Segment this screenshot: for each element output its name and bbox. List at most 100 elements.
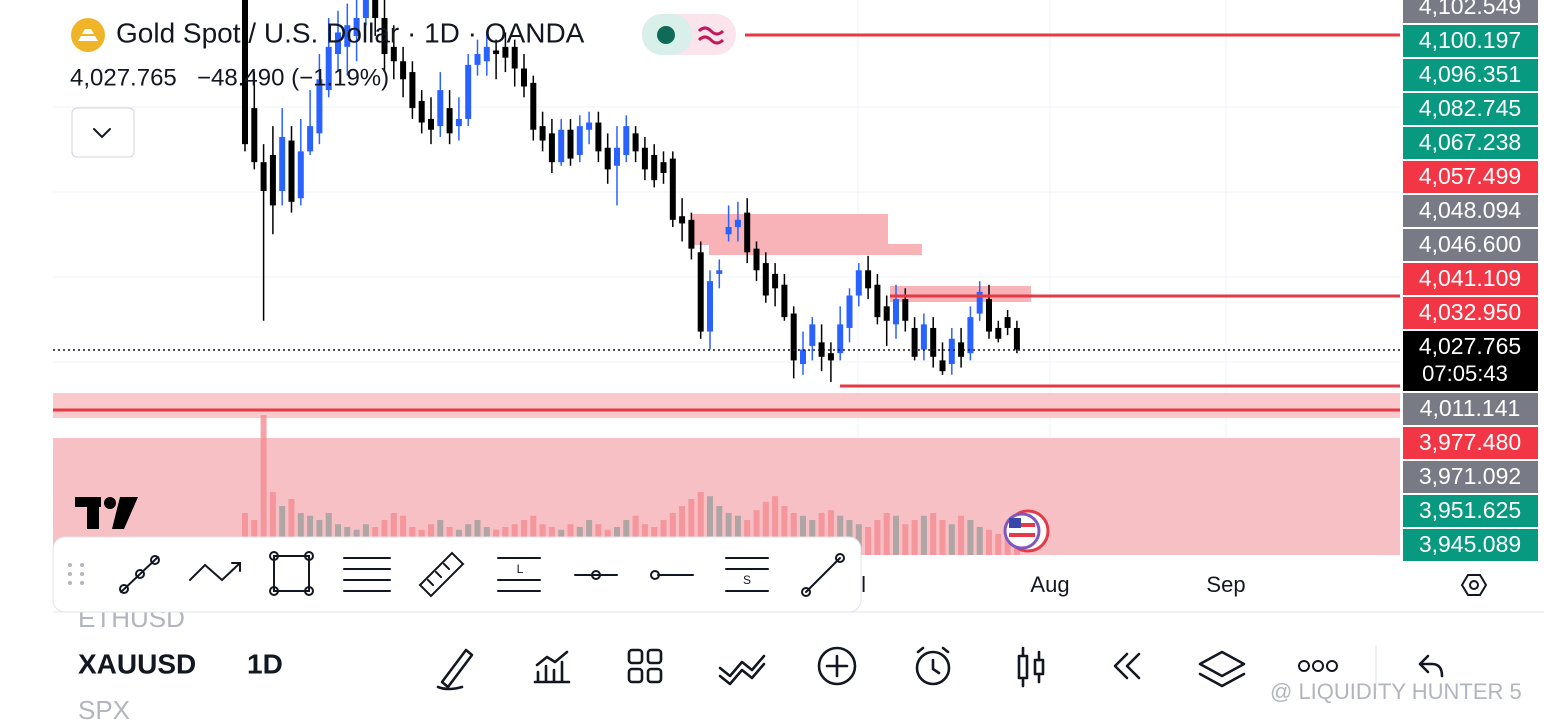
zone — [890, 286, 1031, 302]
candle-body — [567, 129, 574, 159]
volume-bar — [530, 515, 537, 555]
price-tag — [1403, 25, 1538, 57]
volume-bar — [986, 529, 992, 555]
tool-ruler[interactable] — [418, 551, 465, 598]
logo — [75, 497, 138, 529]
compare-button[interactable] — [718, 654, 766, 686]
candle-body — [707, 281, 713, 332]
tool-path[interactable] — [189, 562, 241, 582]
time-axis: JulAugSep — [838, 572, 1246, 597]
price-tag-label: 3,977.480 — [1419, 429, 1521, 455]
volume-bar — [242, 513, 248, 555]
price-tag-label: 4,067.238 — [1419, 129, 1521, 155]
candle-body — [465, 64, 472, 119]
candle-body — [632, 133, 639, 152]
candle-body — [1013, 327, 1020, 350]
volume-bar — [883, 513, 890, 555]
more-button[interactable] — [1298, 660, 1338, 672]
time-label: Sep — [1206, 572, 1245, 597]
candle-body — [818, 342, 825, 357]
price-tag-label: 4,041.109 — [1419, 265, 1521, 291]
price-tag-label: 4,046.600 — [1419, 231, 1521, 257]
candle-body — [344, 25, 351, 47]
tool-ray[interactable] — [650, 570, 694, 580]
volume-bar — [260, 415, 267, 555]
candle-body — [418, 100, 425, 123]
volume-bar — [307, 515, 314, 555]
candle-body — [967, 317, 974, 354]
candle-body — [381, 18, 388, 55]
tool-short[interactable]: S — [725, 557, 769, 592]
objects-button[interactable] — [1198, 650, 1246, 688]
symbol-current[interactable]: XAUUSD — [78, 648, 196, 679]
candle-body — [307, 126, 314, 152]
header: Gold Spot / U.S. Dollar · 1D · OANDA 4,0… — [70, 14, 736, 158]
volume-bar — [716, 506, 723, 555]
price-tag — [1403, 331, 1538, 391]
candle-body — [948, 338, 955, 364]
candle-body — [939, 360, 946, 372]
add-button[interactable] — [817, 646, 857, 686]
candle-body — [335, 32, 341, 55]
tool-fib[interactable] — [343, 557, 391, 592]
volume-bar — [902, 524, 909, 555]
draw-button[interactable] — [436, 648, 474, 691]
candle-body — [641, 147, 648, 170]
svg-text:S: S — [743, 573, 751, 587]
price-tag — [1403, 161, 1538, 193]
alert-button[interactable] — [915, 646, 951, 686]
tool-line[interactable] — [801, 553, 845, 597]
candle-body — [269, 154, 276, 206]
replay-button[interactable] — [1113, 652, 1141, 680]
indicators-button[interactable] — [533, 650, 571, 684]
collapse-button[interactable] — [71, 107, 135, 158]
volume-bar — [762, 501, 769, 555]
zone — [709, 244, 922, 255]
tool-long[interactable]: L — [497, 557, 541, 592]
volume-bar — [958, 515, 965, 555]
volume-bar — [288, 499, 295, 555]
candle-body — [837, 324, 844, 354]
layout-button[interactable] — [627, 648, 663, 684]
candle-body — [446, 108, 453, 134]
watermark: @ LIQUIDITY HUNTER 5 — [1270, 679, 1522, 704]
candle-body — [530, 82, 537, 130]
candle-body — [316, 79, 323, 134]
price-tag — [1403, 0, 1538, 23]
candle-body — [548, 133, 555, 163]
volume-bar — [995, 534, 1002, 555]
tool-rectangle[interactable] — [269, 551, 314, 596]
price-tag-label: 4,027.765 — [1419, 333, 1521, 359]
candle-body — [651, 154, 658, 181]
undo-button[interactable] — [1418, 654, 1444, 678]
candle-body — [995, 327, 1002, 339]
candle-body — [855, 270, 862, 296]
tool-hline[interactable] — [574, 570, 618, 580]
candle-body — [660, 162, 667, 173]
candle-body — [697, 252, 704, 332]
symbol-item[interactable]: SPX — [78, 695, 130, 720]
price-tag — [1403, 393, 1538, 425]
drawing-toolbar: L S — [52, 536, 862, 613]
price-tag — [1403, 297, 1538, 329]
drawings — [53, 33, 1400, 412]
price-tag-label: 3,971.092 — [1419, 463, 1521, 489]
price-change: −48.490 (−1.19%) — [197, 64, 389, 91]
price-tag — [1403, 495, 1538, 527]
settings-button[interactable] — [1460, 574, 1488, 596]
volume-bar — [967, 520, 974, 555]
price-tag — [1403, 427, 1538, 459]
volume-bar — [269, 492, 276, 555]
candle-body — [586, 122, 593, 130]
tool-trend-line[interactable] — [119, 555, 160, 594]
interval[interactable]: 1D — [247, 648, 283, 679]
chart-type-button[interactable] — [1017, 646, 1045, 688]
candle-body — [576, 126, 583, 155]
bottom-icons — [436, 645, 1444, 691]
candle-body — [260, 162, 267, 192]
price-tag-label: 4,057.499 — [1419, 163, 1521, 189]
candle-body — [390, 46, 397, 62]
candle-body — [893, 299, 899, 325]
price-tag — [1403, 59, 1538, 91]
candle-body — [493, 50, 500, 55]
